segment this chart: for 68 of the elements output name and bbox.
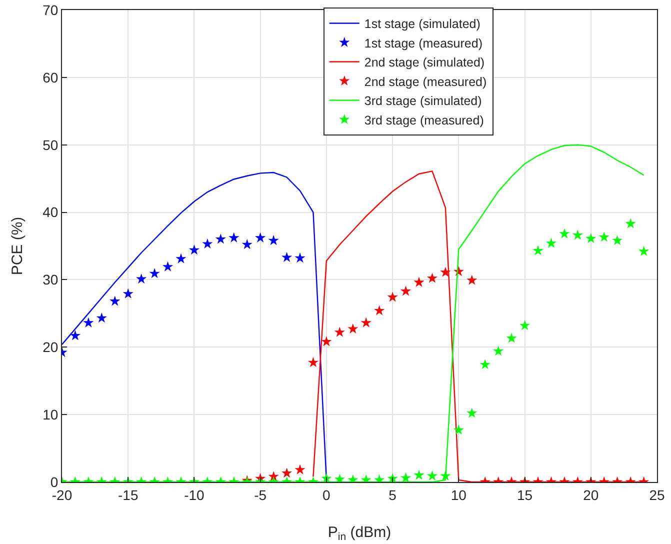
point [559,228,570,238]
x-tick-label: 0 [322,486,331,503]
point [215,234,226,244]
point [228,232,240,242]
point [176,253,186,264]
point [625,218,636,228]
point [440,266,451,277]
point [188,244,200,255]
point [136,273,147,284]
legend-label: 1st stage (simulated) [364,17,480,32]
point [321,336,332,346]
y-tick-label: 40 [42,204,58,220]
legend-label: 3rd stage (simulated) [364,94,482,108]
y-tick-label: 30 [42,272,58,288]
point [400,286,412,296]
point [426,272,438,283]
point [572,230,583,240]
point [360,317,372,328]
point [122,288,134,298]
point [70,330,81,340]
point [96,312,107,323]
point [308,357,319,368]
x-tick-label: 5 [388,486,397,503]
point [149,268,160,278]
point [414,276,424,287]
point [493,346,504,356]
point [110,296,120,306]
point [374,305,385,316]
point [638,246,650,256]
x-tick-label: 10 [450,486,467,503]
y-tick-label: 70 [42,2,58,18]
y-tick-label: 10 [42,406,58,422]
point [255,232,266,242]
y-tick-label: 60 [42,69,58,86]
legend-label: 1st stage (measured) [364,36,482,50]
y-tick-label: 20 [42,339,58,356]
point [334,326,345,337]
point [334,474,345,482]
point [268,235,279,246]
point [162,261,174,272]
legend-label: 2nd stage (simulated) [364,56,485,70]
x-tick-label: -15 [118,486,138,503]
point [598,232,610,242]
point [480,359,490,370]
legend-label: 3rd stage (measured) [364,113,484,128]
point [202,238,213,249]
point [281,252,292,262]
point [506,332,517,343]
legend-label: 2nd stage (measured) [364,74,487,89]
point [519,320,530,330]
point [348,323,358,334]
point [83,317,94,328]
point [612,235,623,246]
x-tick-label: -5 [254,486,267,503]
x-tick-label: 25 [649,486,665,503]
point [586,232,596,244]
point [466,274,478,285]
y-tick-label: 50 [42,136,58,153]
x-axis-title: P$_{in}$ (dBm) [328,524,392,544]
x-tick-label: -10 [184,486,205,503]
point [294,252,306,263]
point [387,292,398,302]
x-tick-label: 15 [516,486,533,503]
y-axis-title: PCE (%) [9,216,26,276]
point [242,239,252,250]
point [546,238,557,248]
x-tick-label: 20 [583,486,599,503]
point [532,245,544,256]
